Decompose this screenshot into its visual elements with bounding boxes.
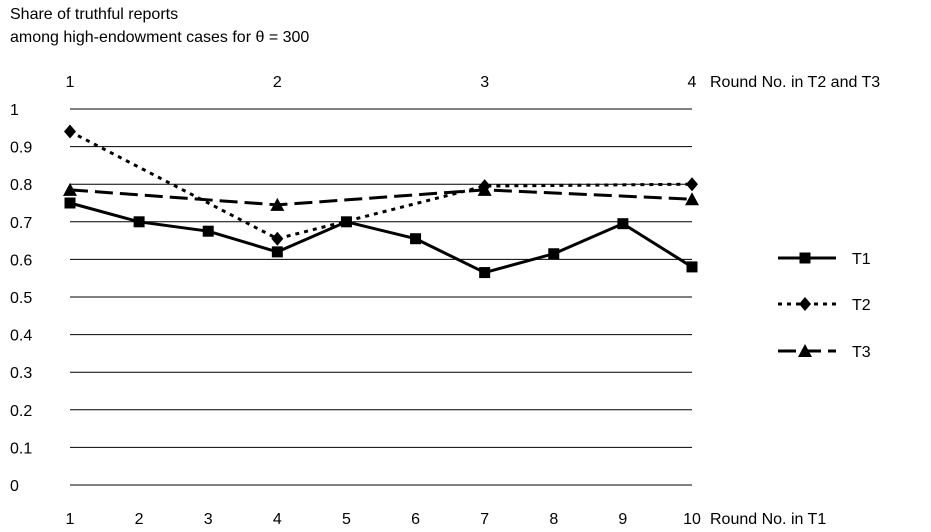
data-point-t2: [686, 177, 698, 192]
y-tick-label: 0.6: [10, 252, 32, 269]
y-tick-label: 0.8: [10, 177, 32, 194]
legend-marker-t1: [799, 252, 811, 264]
chart-title-line-1: Share of truthful reports: [10, 6, 179, 23]
x-top-tick-label: 3: [480, 74, 489, 91]
data-point-t1: [617, 218, 629, 230]
legend-marker-t2: [799, 297, 811, 311]
data-point-t2: [64, 124, 76, 139]
y-tick-label: 0.7: [10, 215, 32, 232]
data-point-t1: [410, 233, 422, 245]
x-bottom-tick-label: 4: [273, 511, 282, 528]
y-tick-label: 1: [10, 102, 19, 119]
legend-label-t2: T2: [852, 297, 871, 314]
x-top-tick-label: 1: [66, 74, 75, 91]
data-point-t1: [202, 225, 214, 237]
legend-marker-t3: [798, 344, 812, 357]
legend-label-t3: T3: [852, 344, 871, 361]
y-tick-label: 0: [10, 478, 19, 495]
x-bottom-tick-label: 10: [683, 511, 701, 528]
data-point-t3: [270, 197, 285, 211]
x-bottom-tick-label: 1: [66, 511, 75, 528]
x-bottom-tick-label: 5: [342, 511, 351, 528]
data-point-t3: [685, 192, 699, 206]
x-bottom-tick-label: 9: [618, 511, 627, 528]
x-top-tick-label: 4: [688, 74, 697, 91]
x-top-axis-label: Round No. in T2 and T3: [710, 74, 880, 91]
x-bottom-tick-label: 2: [135, 511, 144, 528]
x-bottom-tick-label: 3: [204, 511, 213, 528]
y-tick-label: 0.5: [10, 290, 32, 307]
data-point-t1: [340, 216, 352, 228]
y-tick-label: 0.4: [10, 328, 32, 345]
data-point-t1: [686, 261, 698, 273]
x-bottom-tick-label: 8: [549, 511, 558, 528]
x-bottom-axis-label: Round No. in T1: [710, 511, 826, 528]
x-bottom-tick-label: 7: [480, 511, 489, 528]
y-tick-label: 0.2: [10, 403, 32, 420]
data-point-t1: [271, 246, 283, 258]
y-tick-label: 0.1: [10, 440, 32, 457]
data-point-t2: [271, 231, 284, 246]
y-tick-label: 0.3: [10, 365, 32, 382]
y-tick-label: 0.9: [10, 140, 32, 157]
data-point-t3: [63, 182, 77, 196]
data-point-t1: [548, 248, 560, 260]
data-point-t3: [477, 182, 492, 196]
data-point-t1: [64, 197, 76, 209]
legend-label-t1: T1: [852, 251, 871, 268]
series-line-t1: [69, 201, 693, 275]
x-bottom-tick-label: 6: [411, 511, 420, 528]
chart-title-line-2: among high-endowment cases for θ = 300: [10, 29, 310, 46]
series-line-t3: [69, 188, 693, 207]
x-top-tick-label: 2: [273, 74, 282, 91]
series-line-t2: [69, 130, 693, 241]
data-point-t1: [479, 267, 491, 279]
data-point-t1: [133, 216, 145, 228]
